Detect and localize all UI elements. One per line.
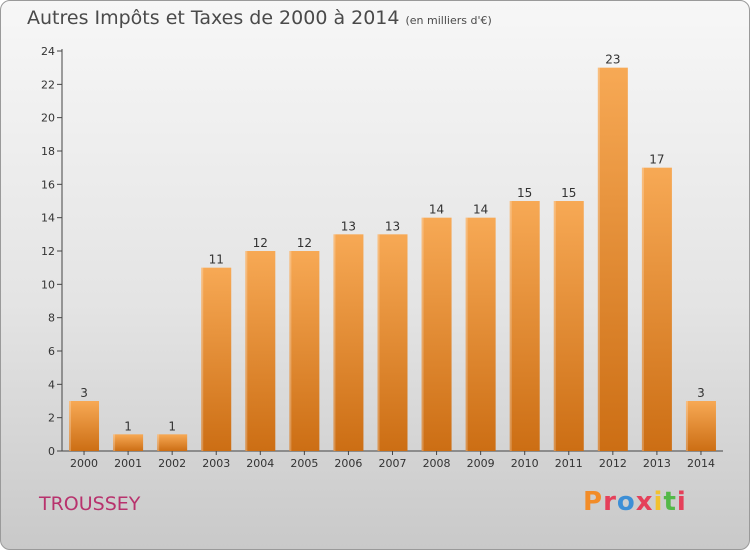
brand-letter: r — [603, 487, 617, 517]
bar-highlight — [421, 217, 424, 451]
bar-highlight — [509, 201, 512, 451]
data-label: 15 — [517, 186, 532, 200]
data-label: 17 — [649, 153, 664, 167]
data-label: 11 — [209, 253, 224, 267]
data-label: 3 — [697, 386, 705, 400]
bar-highlight — [113, 434, 116, 451]
y-tick-label: 12 — [41, 245, 55, 258]
bar-highlight — [157, 434, 160, 451]
bar-highlight — [69, 401, 72, 451]
x-tick-label: 2001 — [114, 457, 142, 470]
chart-subtitle: (en milliers d'€) — [405, 14, 492, 27]
x-tick-label: 2011 — [555, 457, 583, 470]
x-tick-label: 2003 — [202, 457, 230, 470]
x-tick-label: 2012 — [599, 457, 627, 470]
bar — [421, 217, 452, 451]
bar-highlight — [465, 217, 468, 451]
data-label: 15 — [561, 186, 576, 200]
y-tick-label: 14 — [41, 212, 55, 225]
x-tick-label: 2010 — [511, 457, 539, 470]
data-label: 13 — [385, 219, 400, 233]
y-tick-label: 4 — [48, 378, 55, 391]
bar — [245, 251, 276, 451]
bar — [465, 217, 496, 451]
data-label: 12 — [253, 236, 268, 250]
bar — [157, 434, 188, 451]
bar — [113, 434, 144, 451]
bar — [333, 234, 364, 451]
bar-highlight — [377, 234, 380, 451]
bar — [685, 401, 716, 451]
x-tick-label: 2014 — [687, 457, 715, 470]
brand-letter: i — [676, 487, 687, 517]
x-tick-label: 2005 — [290, 457, 318, 470]
brand-letter: i — [653, 487, 664, 517]
bar — [553, 201, 584, 451]
data-label: 12 — [297, 236, 312, 250]
bar-highlight — [597, 67, 600, 452]
commune-name: TROUSSEY — [39, 493, 141, 515]
y-tick-label: 18 — [41, 145, 55, 158]
data-label: 23 — [605, 53, 620, 67]
x-tick-label: 2007 — [379, 457, 407, 470]
x-tick-label: 2009 — [467, 457, 495, 470]
brand-letter: o — [616, 487, 636, 517]
bar — [597, 67, 628, 452]
bar — [289, 251, 320, 451]
bar-highlight — [289, 251, 292, 451]
x-tick-label: 2006 — [334, 457, 362, 470]
x-tick-label: 2013 — [643, 457, 671, 470]
bar — [509, 201, 540, 451]
brand-logo: Proxiti — [583, 487, 687, 517]
x-tick-label: 2002 — [158, 457, 186, 470]
chart-title: Autres Impôts et Taxes de 2000 à 2014 — [27, 7, 400, 29]
bar-highlight — [553, 201, 556, 451]
title-line: Autres Impôts et Taxes de 2000 à 2014 (en… — [27, 7, 492, 29]
y-tick-label: 16 — [41, 178, 55, 191]
y-tick-label: 22 — [41, 78, 55, 91]
bar-highlight — [641, 167, 644, 451]
data-label: 14 — [429, 203, 444, 217]
x-tick-label: 2004 — [246, 457, 274, 470]
bar — [377, 234, 408, 451]
data-label: 13 — [341, 219, 356, 233]
y-tick-label: 24 — [41, 45, 55, 58]
y-tick-label: 8 — [48, 312, 55, 325]
brand-letter: t — [663, 487, 677, 517]
data-label: 1 — [168, 419, 176, 433]
brand-letter: P — [583, 487, 604, 517]
y-tick-label: 10 — [41, 278, 55, 291]
bar-highlight — [245, 251, 248, 451]
x-tick-label: 2008 — [423, 457, 451, 470]
bar-highlight — [685, 401, 688, 451]
brand-letter: x — [635, 487, 654, 517]
bar — [201, 267, 232, 451]
bar-highlight — [333, 234, 336, 451]
bar — [69, 401, 100, 451]
data-label: 14 — [473, 203, 488, 217]
x-tick-label: 2000 — [70, 457, 98, 470]
bar-highlight — [201, 267, 204, 451]
y-tick-label: 6 — [48, 345, 55, 358]
data-label: 1 — [124, 419, 132, 433]
y-tick-label: 20 — [41, 112, 55, 125]
y-tick-label: 2 — [48, 412, 55, 425]
bar — [641, 167, 672, 451]
data-label: 3 — [80, 386, 88, 400]
y-tick-label: 0 — [48, 445, 55, 458]
